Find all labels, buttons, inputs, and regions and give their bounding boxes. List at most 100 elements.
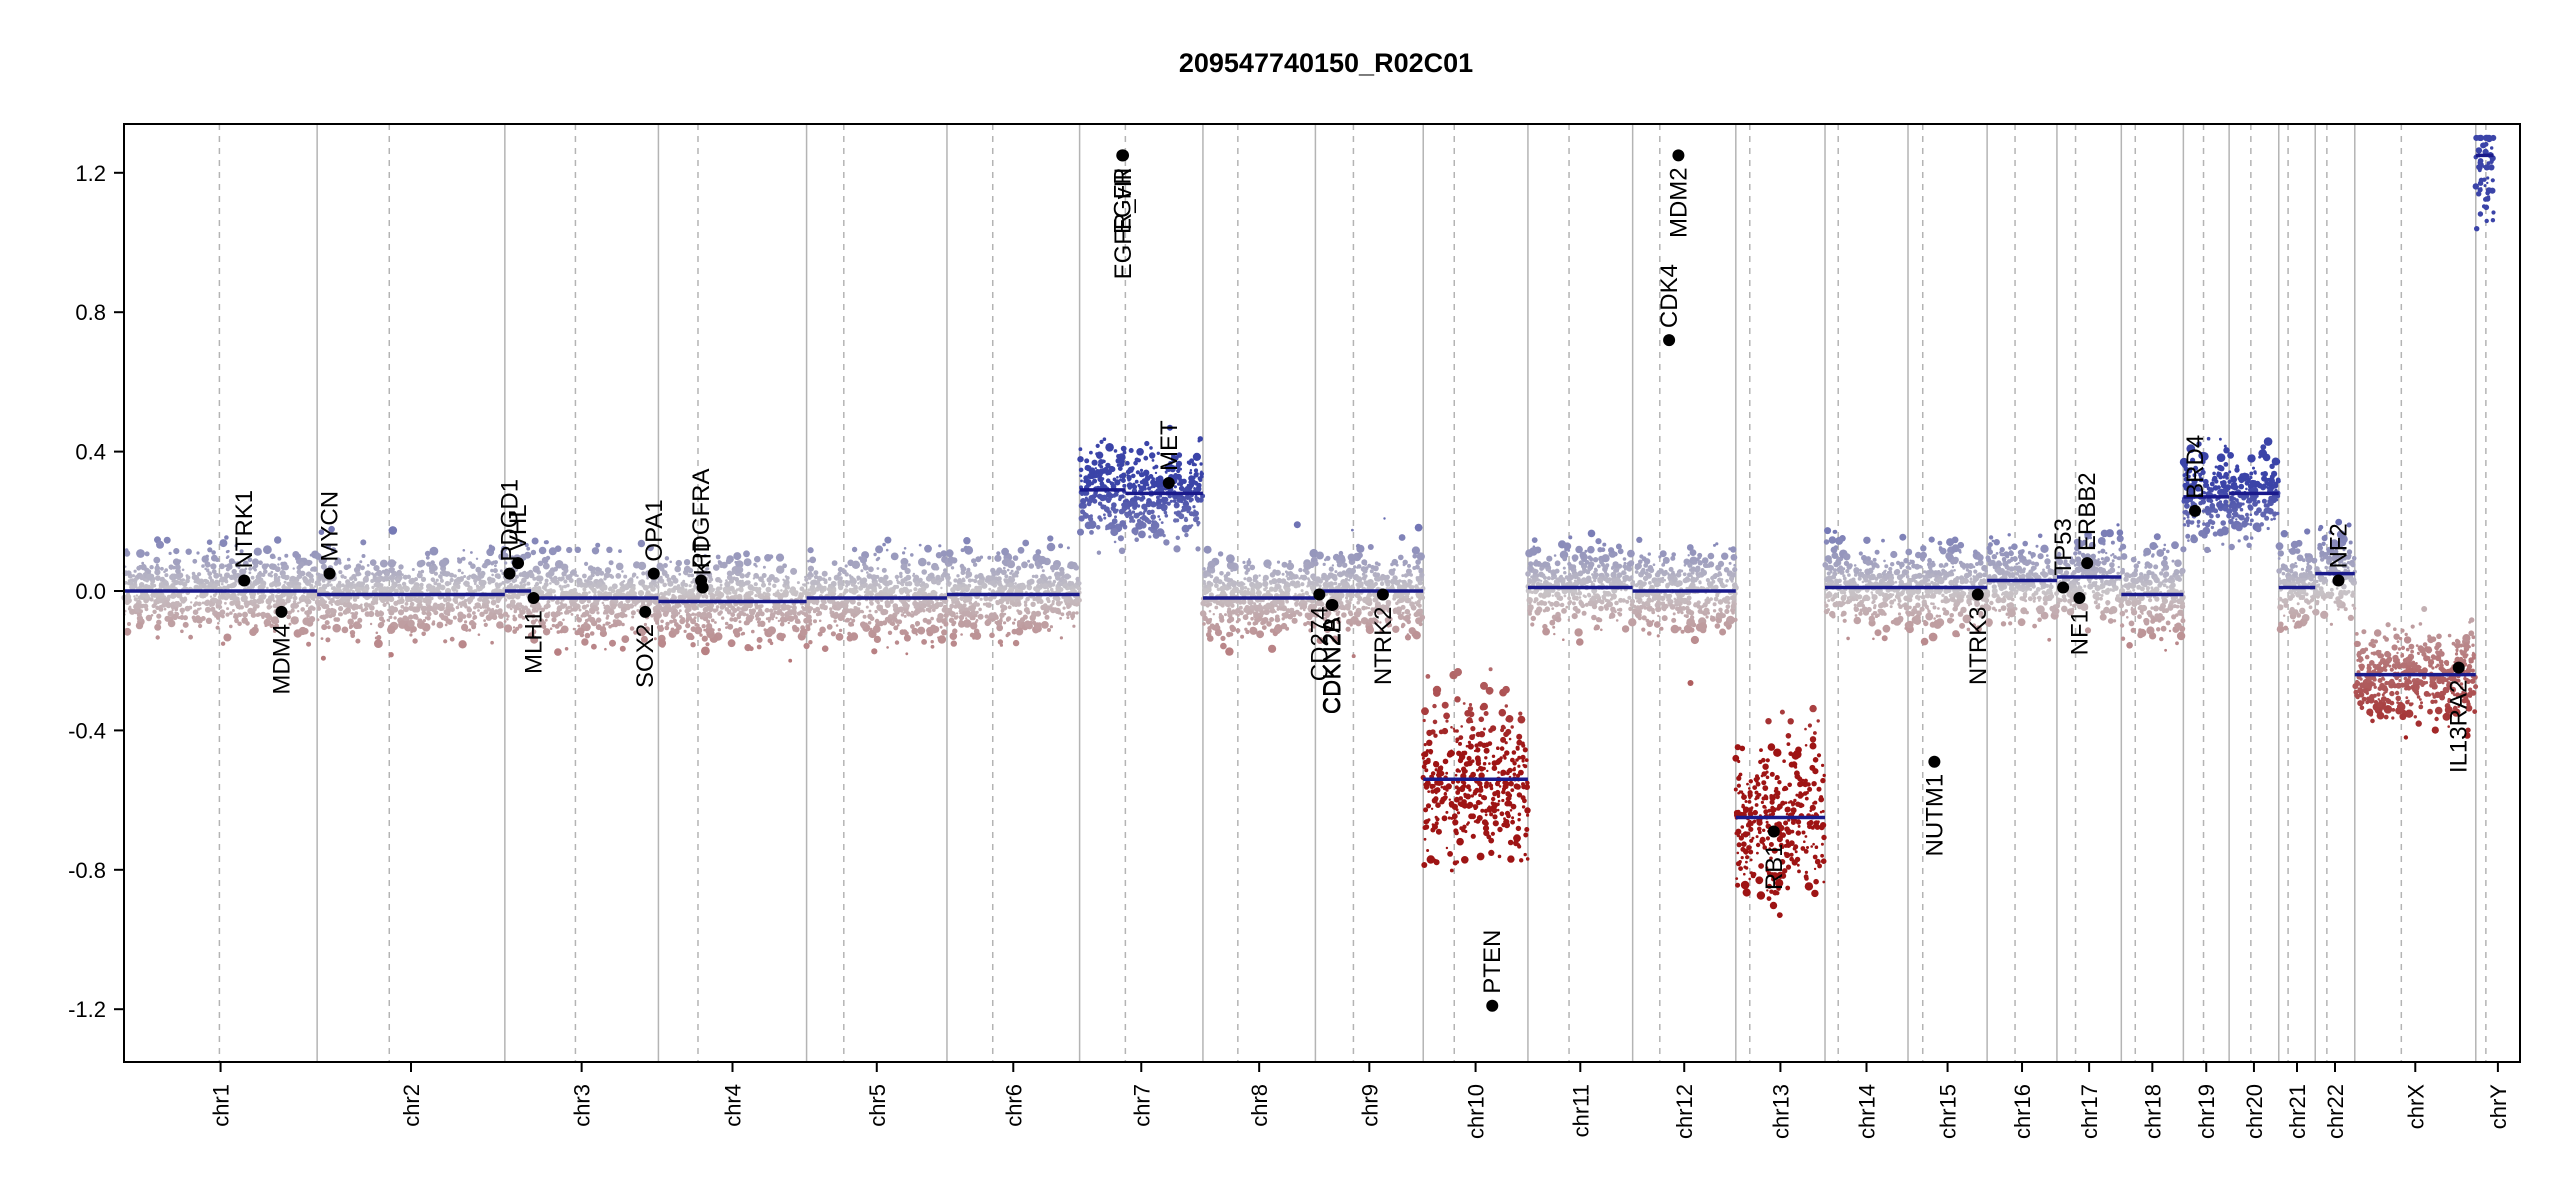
probe-point xyxy=(277,575,281,579)
probe-point xyxy=(804,577,809,582)
probe-point xyxy=(1220,603,1225,608)
probe-point xyxy=(1215,600,1221,606)
probe-point xyxy=(606,614,610,618)
probe-point xyxy=(675,629,678,633)
probe-point xyxy=(206,568,210,572)
probe-point xyxy=(379,583,384,587)
probe-point xyxy=(261,572,266,577)
probe-point xyxy=(734,591,738,595)
probe-point xyxy=(196,595,199,598)
probe-point xyxy=(808,621,812,626)
probe-point xyxy=(670,574,677,581)
probe-point xyxy=(569,601,575,607)
probe-point xyxy=(596,611,600,615)
probe-point xyxy=(926,561,931,566)
probe-point xyxy=(1067,580,1073,587)
probe-point xyxy=(872,625,881,633)
probe-point xyxy=(1154,526,1157,529)
probe-point xyxy=(1034,596,1041,602)
probe-point xyxy=(397,596,401,599)
probe-point xyxy=(626,591,630,595)
probe-point xyxy=(136,612,142,618)
probe-point xyxy=(387,625,396,634)
probe-point xyxy=(515,626,520,631)
probe-point xyxy=(875,574,880,579)
probe-point xyxy=(1077,456,1084,463)
probe-point xyxy=(701,624,706,629)
probe-point xyxy=(876,601,880,605)
probe-point xyxy=(241,617,248,624)
probe-point xyxy=(173,548,180,555)
probe-point xyxy=(921,603,927,609)
probe-point xyxy=(1134,479,1139,484)
probe-point xyxy=(381,619,386,623)
probe-point xyxy=(915,590,922,597)
probe-point xyxy=(719,605,725,610)
probe-point xyxy=(1092,478,1098,484)
probe-point xyxy=(599,626,607,633)
probe-point xyxy=(1130,501,1135,506)
probe-point xyxy=(884,600,890,606)
probe-point xyxy=(1114,515,1117,519)
probe-point xyxy=(513,584,518,589)
probe-point xyxy=(166,594,172,600)
probe-point xyxy=(949,632,958,640)
probe-point xyxy=(962,578,966,583)
probe-point xyxy=(730,612,736,618)
probe-point xyxy=(1284,612,1288,615)
probe-point xyxy=(817,610,823,616)
probe-point xyxy=(835,624,839,627)
probe-point xyxy=(1051,569,1055,573)
probe-point xyxy=(765,586,772,593)
probe-point xyxy=(186,575,191,580)
probe-point xyxy=(837,571,842,577)
probe-point xyxy=(768,608,774,613)
probe-point xyxy=(584,609,589,614)
probe-point xyxy=(1185,501,1188,505)
probe-point xyxy=(882,579,888,586)
probe-point xyxy=(131,581,134,585)
probe-point xyxy=(1085,465,1092,472)
probe-point xyxy=(266,586,269,590)
probe-point xyxy=(344,607,351,614)
probe-point xyxy=(272,599,276,603)
probe-point xyxy=(1199,471,1204,477)
probe-point xyxy=(355,638,361,644)
chart-title: 209547740150_R02C01 xyxy=(1179,48,1473,78)
probe-point xyxy=(1322,562,1326,567)
probe-point xyxy=(1298,567,1303,573)
probe-point xyxy=(311,606,316,611)
probe-point xyxy=(1058,586,1062,590)
probe-point xyxy=(1256,583,1262,589)
probe-point xyxy=(557,621,563,627)
probe-point xyxy=(1125,498,1129,503)
probe-point xyxy=(842,611,847,616)
probe-point xyxy=(745,613,749,617)
probe-point xyxy=(128,605,132,609)
probe-point xyxy=(829,610,832,613)
probe-point xyxy=(776,565,785,574)
probe-point xyxy=(564,610,569,615)
probe-point xyxy=(1075,576,1080,582)
probe-point xyxy=(726,570,733,577)
probe-point xyxy=(1113,449,1118,453)
probe-point xyxy=(512,626,516,629)
probe-point xyxy=(828,576,832,581)
probe-point xyxy=(335,582,342,589)
probe-point xyxy=(253,601,256,605)
probe-point xyxy=(545,603,550,607)
probe-point xyxy=(937,635,947,644)
probe-point xyxy=(734,560,738,564)
probe-point xyxy=(759,611,765,617)
probe-point xyxy=(349,588,353,592)
probe-point xyxy=(513,609,518,614)
probe-point xyxy=(869,601,873,605)
probe-point xyxy=(133,597,138,602)
probe-point xyxy=(215,583,219,587)
probe-point xyxy=(192,609,199,615)
probe-point xyxy=(706,606,710,610)
probe-point xyxy=(1242,560,1246,565)
probe-point xyxy=(623,574,628,579)
probe-point xyxy=(719,610,723,615)
probe-point xyxy=(452,615,457,620)
